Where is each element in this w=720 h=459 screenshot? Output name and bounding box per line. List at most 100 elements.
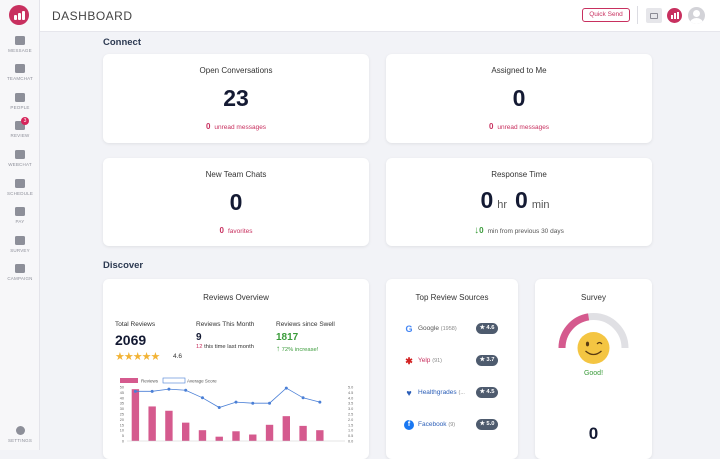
favorites[interactable]: 0 favorites [103,226,369,235]
total-reviews-label: Total Reviews [115,321,156,328]
chart-bar [182,422,190,441]
chat-icon [650,12,658,19]
swell-reviews-label: Reviews since Swell [276,321,335,328]
sidebar-item-label: MESSAGE [8,48,32,53]
chart-bar [165,410,173,441]
hours-unit: hr [497,199,508,211]
y-tick-label: 50 [120,386,124,390]
unread-messages[interactable]: 0 unread messages [103,122,369,131]
down-arrow-icon: ↓ [474,225,480,236]
last-month-count: 12 [196,344,203,350]
account-logo[interactable] [667,8,682,23]
source-name: Google (1958) [418,325,457,332]
card-title: New Team Chats [205,170,267,179]
pay-icon [15,207,25,216]
chart-bar [249,434,257,441]
top-review-sources-card: Top Review Sources G Google (1958) ★ 4.6… [386,279,518,459]
healthgrades-icon: ♥ [406,388,412,398]
response-change: ↓0 min from previous 30 days [386,225,652,236]
y-tick-label: 5 [122,434,124,438]
survey-card: Survey Good! 0 [535,279,652,459]
assigned-card[interactable]: Assigned to Me 0 0 unread messages [386,54,652,143]
sidebar-item-message[interactable]: MESSAGE [0,36,40,53]
source-name: Facebook (9) [418,421,456,428]
source-row-healthgrades[interactable]: ♥ Healthgrades (... ★ 4.5 [404,387,500,401]
avatar[interactable] [688,7,705,24]
unread-count: 0 [205,122,211,131]
chart-point [318,400,322,404]
chart-bar [215,436,223,441]
team-chats-card[interactable]: New Team Chats 0 0 favorites [103,158,369,246]
app-logo[interactable] [9,5,29,25]
favorites-label: favorites [227,228,253,235]
source-score-badge: ★ 3.7 [476,355,498,366]
y2-tick-label: 0.5 [348,434,353,438]
chart-point [167,387,171,391]
chart-point [234,400,238,404]
chart-point [133,389,137,393]
y2-tick-label: 1.5 [348,423,353,427]
response-time-card[interactable]: Response Time 0 hr 0 min ↓0 min from previou… [386,158,652,246]
change-text: min from previous 30 days [487,228,564,235]
sidebar-item-survey[interactable]: SURVEY [0,236,40,253]
sidebar-item-label: CAMPAIGN [7,276,33,281]
open-conversations-card[interactable]: Open Conversations 23 0 unread messages [103,54,369,143]
y2-tick-label: 0.0 [348,440,353,444]
source-row-facebook[interactable]: f Facebook (9) ★ 5.0 [404,419,500,433]
change-value: 0 [479,226,484,235]
unread-messages[interactable]: 0 unread messages [386,122,652,131]
source-score-badge: ★ 5.0 [476,419,498,430]
legend-average-swatch [162,377,186,384]
top-header: DASHBOARD Quick Send [40,0,720,32]
chart-point [301,396,305,400]
y2-tick-label: 2.5 [348,413,353,417]
sidebar-item-people[interactable]: PEOPLE [0,93,40,110]
team-chats-value: 0 [229,189,243,215]
people-icon [15,93,25,102]
response-time-value: 0 hr 0 min [386,187,652,214]
sidebar-item-webchat[interactable]: WEBCHAT [0,150,40,167]
sidebar-item-teamchat[interactable]: TEAMCHAT [0,64,40,81]
assigned-value: 0 [512,85,526,111]
chart-point [217,406,221,410]
scrollbar[interactable] [714,32,720,450]
unread-label: unread messages [214,124,267,131]
survey-icon [15,236,25,245]
y-tick-label: 10 [120,429,124,433]
y-tick-label: 20 [120,418,124,422]
sidebar-item-schedule[interactable]: SCHEDULE [0,179,40,196]
swell-reviews-value: 1817 [276,332,299,343]
rating-stars: ★★★★★ [115,351,160,363]
last-month-compare: 12 this time last month [196,344,254,350]
sidebar-item-campaign[interactable]: CAMPAIGN [0,264,40,281]
chat-button[interactable] [646,8,662,23]
connect-heading: Connect [103,37,141,48]
source-row-google[interactable]: G Google (1958) ★ 4.6 [404,323,500,337]
sidebar-item-label: SURVEY [10,248,30,253]
quick-send-button[interactable]: Quick Send [582,8,630,22]
message-icon [15,36,25,45]
y-tick-label: 30 [120,407,124,411]
chart-point [268,401,272,405]
campaign-icon [15,264,25,273]
chart-bar [316,430,324,441]
sidebar-item-pay[interactable]: PAY [0,207,40,224]
sidebar-item-review[interactable]: 3 REVIEW [0,117,40,138]
card-title: Response Time [491,170,547,179]
survey-gauge [558,313,629,364]
chart-point [251,401,255,405]
chart-point [150,389,154,393]
chart-bar [265,424,274,441]
yelp-icon: ✱ [405,356,413,366]
teamchat-icon [15,64,25,73]
schedule-icon [15,179,25,188]
source-row-yelp[interactable]: ✱ Yelp (91) ★ 3.7 [404,355,500,369]
y2-tick-label: 3.5 [348,402,353,406]
up-arrow-icon: ↑ [276,344,280,353]
y2-tick-label: 4.0 [348,396,353,400]
review-icon [15,121,25,130]
source-name: Yelp (91) [418,357,443,364]
y-tick-label: 15 [120,423,124,427]
card-title: Assigned to Me [491,66,547,75]
sidebar-item-settings[interactable]: SETTINGS [0,426,40,443]
